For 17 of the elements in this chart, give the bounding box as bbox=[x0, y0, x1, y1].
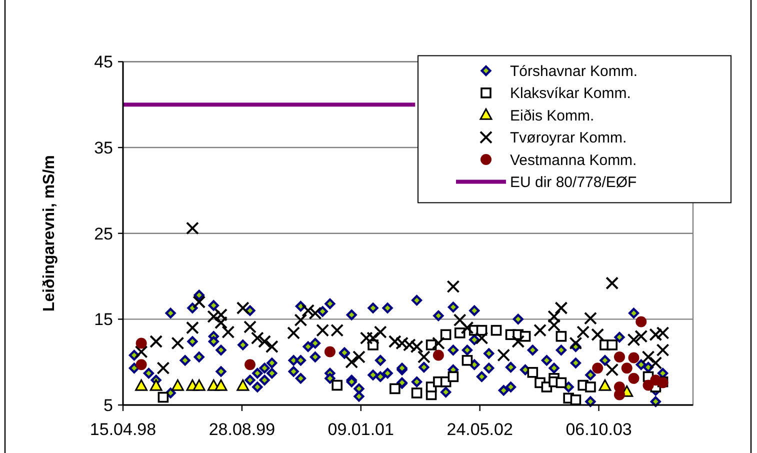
legend-label: Klaksvíkar Komm. bbox=[510, 85, 631, 102]
legend-label: Eiðis Komm. bbox=[510, 107, 594, 124]
legend-label: Vestmanna Komm. bbox=[510, 152, 637, 169]
legend-label: EU dir 80/778/EØF bbox=[510, 174, 637, 191]
y-tick-label: 35 bbox=[94, 138, 113, 158]
legend-label: Tvøroyrar Komm. bbox=[510, 130, 627, 147]
x-tick-label: 09.01.01 bbox=[328, 420, 394, 439]
legend-label: Tórshavnar Komm. bbox=[510, 62, 638, 80]
y-tick-label: 25 bbox=[94, 224, 113, 244]
x-tick-label: 15.04.98 bbox=[90, 420, 156, 439]
y-tick-label: 45 bbox=[94, 52, 113, 72]
y-tick-label: 15 bbox=[94, 310, 113, 330]
x-tick-label: 06.10.03 bbox=[566, 420, 632, 439]
y-axis-title: Leiðingarevni, mS/m bbox=[41, 155, 58, 312]
x-tick-label: 28.08.99 bbox=[208, 420, 276, 439]
x-tick-label: 24.05.02 bbox=[446, 420, 513, 439]
y-tick-label: 5 bbox=[104, 396, 113, 415]
